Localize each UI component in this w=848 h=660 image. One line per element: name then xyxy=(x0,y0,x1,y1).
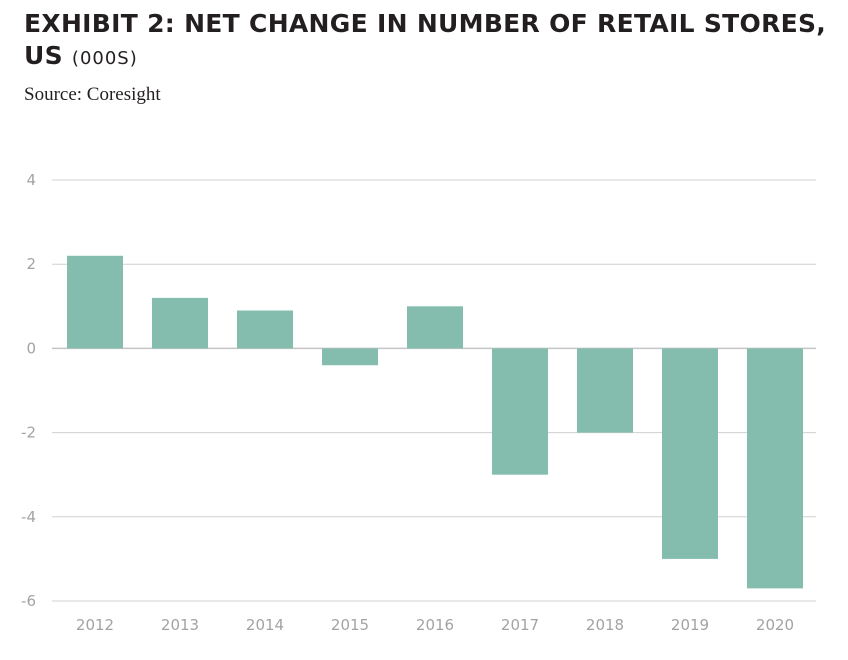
bar-2018 xyxy=(577,348,633,433)
x-axis-ticks: 2012 2013 2014 2015 2016 2017 2018 2019 2020 xyxy=(76,616,794,634)
bar-2016 xyxy=(407,306,463,349)
y-tick-label: 0 xyxy=(26,339,36,357)
source-note: Source: Coresight xyxy=(24,84,161,105)
bar-2014 xyxy=(237,310,293,349)
x-tick-label: 2017 xyxy=(501,616,539,634)
title-main: EXHIBIT 2: NET CHANGE IN NUMBER OF RETAI… xyxy=(24,9,827,70)
x-tick-label: 2019 xyxy=(671,616,709,634)
title-unit: (000S) xyxy=(71,48,138,69)
y-tick-label: -4 xyxy=(21,508,36,526)
x-tick-label: 2016 xyxy=(416,616,454,634)
x-tick-label: 2018 xyxy=(586,616,624,634)
bar-2012 xyxy=(67,255,123,349)
y-tick-label: 2 xyxy=(26,255,36,273)
y-axis-ticks: 4 2 0 -2 -4 -6 xyxy=(21,171,36,610)
bar-2017 xyxy=(492,348,548,475)
y-tick-label: -6 xyxy=(21,592,36,610)
x-tick-label: 2020 xyxy=(756,616,794,634)
x-tick-label: 2012 xyxy=(76,616,114,634)
x-tick-label: 2015 xyxy=(331,616,369,634)
x-tick-label: 2013 xyxy=(161,616,199,634)
y-tick-label: 4 xyxy=(26,171,36,189)
bar-2019 xyxy=(662,348,718,559)
x-tick-label: 2014 xyxy=(246,616,284,634)
bar-2013 xyxy=(152,297,208,349)
bar-2020 xyxy=(747,348,803,589)
bars xyxy=(67,255,803,589)
bar-2015 xyxy=(322,348,378,366)
chart-title: EXHIBIT 2: NET CHANGE IN NUMBER OF RETAI… xyxy=(24,8,848,75)
y-tick-label: -2 xyxy=(21,424,36,442)
